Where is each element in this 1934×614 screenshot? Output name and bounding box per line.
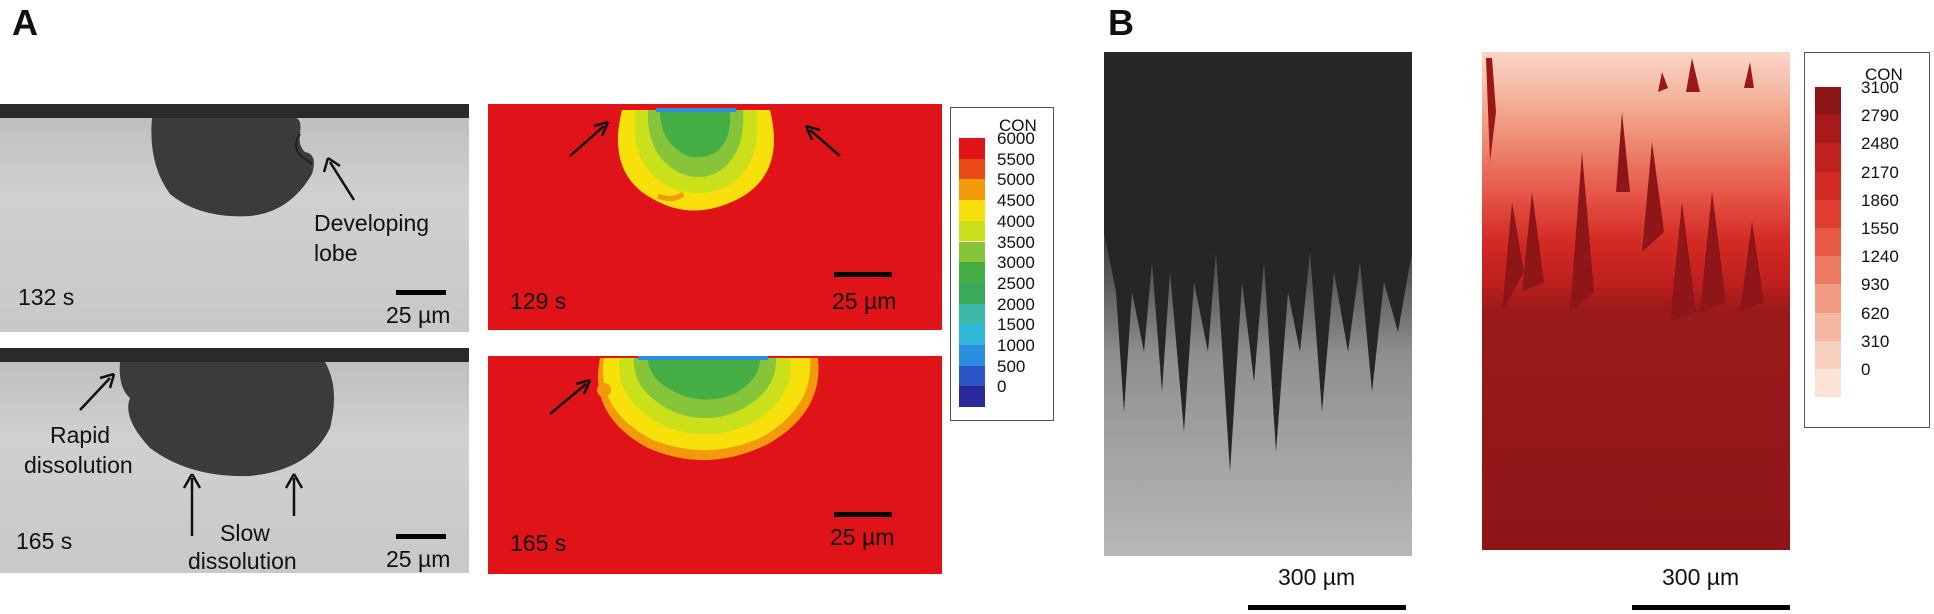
legend-swatch [959,365,985,387]
legend-title: CON [999,116,1037,135]
legend-swatch [1815,312,1841,341]
legend-tick-label: 2170 [1861,162,1899,182]
dissolution-pit-top [151,118,356,217]
time-label: 165 s [16,528,73,554]
micrograph-bottom: Rapid dissolution Slow dissolution 165 s… [0,348,469,573]
legend-swatch [959,179,985,201]
legend-swatch [1815,228,1841,257]
legend-tick-label: 1550 [1861,219,1899,238]
legend-tick-label: 2790 [1861,106,1899,126]
legend-swatch [1815,115,1841,144]
concentration-contours-bottom [549,356,819,461]
legend-swatch [959,303,985,325]
legend-swatch [959,386,985,408]
time-label: 132 s [18,284,75,310]
legend-tick-label: 5500 [997,149,1035,169]
simulation-b [1482,52,1790,550]
scale-bar [834,512,892,517]
dissolution-fingers-b [1104,52,1412,472]
legend-swatch [959,345,985,366]
time-label: 165 s [510,530,567,556]
legend-swatch [959,241,985,263]
legend-swatch [1815,199,1841,228]
legend-tick-label: 2500 [997,273,1035,293]
legend-title: CON [1865,65,1903,84]
panel-label-a: A [12,2,38,43]
legend-tick-label: 1240 [1861,247,1899,267]
legend-swatch [1815,340,1841,369]
legend-tick-label: 2480 [1861,134,1899,154]
dissolution-pit-bottom [79,362,334,536]
legend-swatch [1815,143,1841,172]
simulation-bottom: 165 s 25 µm [488,356,942,574]
legend-tick-label: 1000 [997,336,1035,355]
annotation-rapid: Rapid [50,422,111,448]
legend-swatch [959,324,985,345]
scale-label: 25 µm [386,546,451,572]
panel-label-b: B [1108,2,1134,43]
scale-label-b-left: 300 µm [1278,564,1356,590]
annotation-slow: Slow [220,520,270,546]
legend-tick-label: 3500 [997,232,1035,252]
legend-swatch [1815,171,1841,200]
legend-swatch [959,282,985,304]
legend-tick-label: 500 [997,356,1026,376]
legend-tick-label: 2000 [997,294,1035,314]
legend-swatch [959,158,985,180]
legend-tick-label: 0 [1861,360,1871,379]
scale-bar [396,534,446,539]
legend-tick-label: 4500 [997,191,1035,211]
legend-swatch [959,138,985,159]
legend-tick-label: 620 [1861,303,1890,323]
annotation-slow-dissolution: dissolution [188,548,297,573]
scale-label: 25 µm [830,524,895,550]
legend-tick-label: 0 [997,377,1007,397]
scale-label-b-right: 300 µm [1662,564,1740,590]
simulation-top: 129 s 25 µm [488,104,942,330]
legend-swatch [1815,256,1841,285]
legend-tick-label: 5000 [997,170,1035,190]
legend-swatch [1815,87,1841,116]
legend-swatch [959,220,985,242]
annotation-rapid-dissolution: dissolution [24,452,133,478]
scale-bar-b-left [1248,605,1406,610]
annotation-developing: Developing [314,210,430,236]
micrograph-b [1104,52,1412,556]
scale-bar-b-right [1632,605,1790,610]
legend-tick-label: 1860 [1861,190,1899,210]
micrograph-top-band [0,104,469,118]
scale-label: 25 µm [832,288,897,314]
legend-tick-label: 3100 [1861,78,1899,97]
legend-tick-label: 930 [1861,275,1890,295]
legend-tick-label: 6000 [997,129,1035,148]
legend-swatch [1815,369,1841,398]
legend-con-b: CON 3100 2790 2480 2170 1860 1550 1240 930 620 31… [1804,52,1930,428]
legend-tick-label: 1500 [997,315,1035,335]
annotation-lobe: lobe [314,240,358,266]
legend-swatch [1815,284,1841,313]
legend-tick-label: 4000 [997,211,1035,231]
scale-label: 25 µm [386,302,451,328]
time-label: 129 s [510,288,567,314]
legend-tick-label: 3000 [997,253,1035,273]
scale-bar [834,272,892,277]
legend-con-a: CON 6000 5500 5000 4500 4000 3500 3000 2500 2000… [950,107,1054,421]
legend-swatch [959,262,985,283]
concentration-contours-top [569,108,841,211]
legend-tick-label: 310 [1861,331,1890,351]
scale-bar [396,290,446,295]
micrograph-bottom-band [0,348,469,362]
micrograph-top: Developing lobe 132 s 25 µm [0,104,469,332]
concentration-fingers-b [1486,58,1764,322]
legend-swatch [959,200,985,221]
